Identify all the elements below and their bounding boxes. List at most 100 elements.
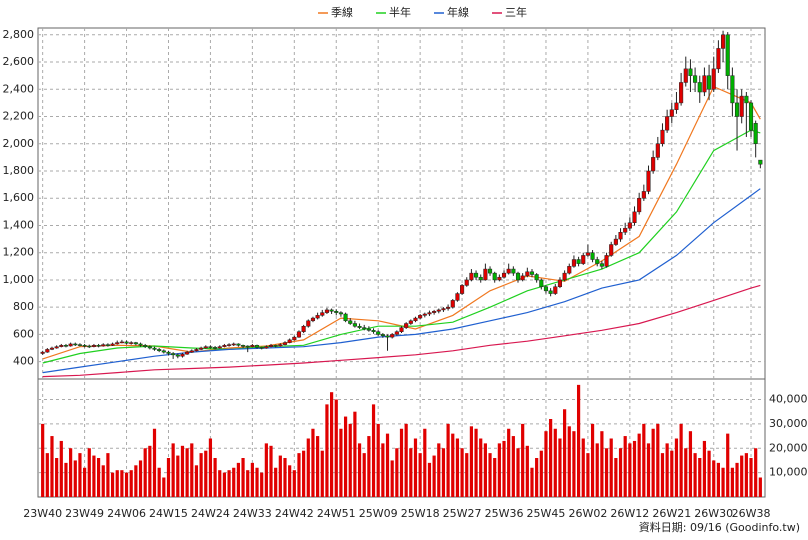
candle-body [329,309,334,312]
volume-bar [362,453,366,497]
ma-line [42,284,761,378]
candle-body [651,157,656,172]
candle-body [487,268,493,274]
volume-bar [269,445,273,497]
candle-body [301,325,306,332]
candle-body [721,34,726,49]
candle-body [646,170,651,192]
volume-bar [595,443,599,497]
candle-body [436,309,441,312]
y-tick-label: 1,400 [3,218,35,231]
volume-bar [371,404,376,497]
volume-tick-label: 20,000 [769,441,808,454]
candle-body [171,353,176,356]
candle-body [166,351,171,354]
candle-body [259,347,264,349]
volume-bar [199,453,203,497]
volume-bar [404,423,408,497]
volume-bar [232,467,236,497]
volume-bar [208,438,213,497]
volume-bar [69,448,73,497]
candle-body [632,211,637,223]
volume-bar [367,436,371,497]
volume-bar [260,472,264,497]
volume-bar [684,448,688,497]
volume-bar [483,443,487,497]
x-tick-label: 25W36 [485,507,524,520]
volume-bar [413,438,418,497]
volume-bar [544,431,548,497]
volume-bar [679,423,683,497]
candle-body [707,75,712,90]
y-tick-label: 2,600 [3,55,35,68]
volume-bar [110,472,115,497]
volume-bar [712,460,716,497]
candle-body [320,312,325,316]
candle-body [334,311,339,313]
volume-bar [553,428,557,497]
candle-body [241,345,246,347]
candle-body [77,344,82,346]
volume-bar [488,453,492,497]
candle-body [623,227,628,233]
volume-bar [600,431,604,497]
candle-body [478,276,483,281]
candle-body [413,317,418,322]
candle-body [282,342,288,345]
candle-body [469,272,474,281]
candle-body [73,343,78,346]
candle-body [408,320,413,324]
candle-body [138,343,143,346]
volume-bar [660,453,665,497]
y-tick-label: 1,200 [3,246,35,259]
volume-bar [581,438,585,497]
y-tick-label: 2,400 [3,82,35,95]
candle-body [748,102,754,131]
volume-bar [288,465,292,497]
volume-bar [507,428,511,497]
candle-body [292,336,297,341]
volume-bar [157,467,161,497]
volume-bar [348,423,352,497]
legend-label: 年線 [447,5,469,19]
candle-body [96,345,101,347]
volume-bar [134,465,138,497]
candle-body [418,315,423,319]
volume-bar [558,438,562,497]
volume-bar [78,453,82,497]
volume-bar [642,423,646,497]
candle-body [520,275,525,281]
candle-body [194,349,199,352]
volume-bar [549,419,553,497]
candle-body [548,290,553,294]
volume-bar [55,458,59,497]
volume-bar [320,450,324,497]
volume-bar [190,443,194,497]
candle-body [427,312,432,315]
volume-bar [106,453,110,497]
volume-bar [283,458,287,497]
candle-body [567,266,572,274]
candle-body [87,345,92,348]
volume-bar [758,477,762,497]
volume-bar [325,404,329,497]
x-tick-label: 24W42 [275,507,314,520]
candle-body [734,102,740,117]
candle-body [115,342,120,345]
candle-body [511,268,516,274]
volume-bar [50,436,54,497]
candle-body [637,197,642,213]
candle-body [59,345,64,347]
volume-bar [614,458,618,497]
volume-bar [465,453,469,497]
candle-body [348,320,353,324]
volume-bar [180,445,185,497]
candle-body [143,345,148,347]
y-tick-label: 2,000 [3,137,35,150]
candle-body [324,309,329,313]
volume-bar [152,428,157,497]
candle-body [189,350,194,353]
volume-bar [632,440,637,497]
candle-body [352,323,357,327]
x-tick-label: 24W06 [107,507,146,520]
